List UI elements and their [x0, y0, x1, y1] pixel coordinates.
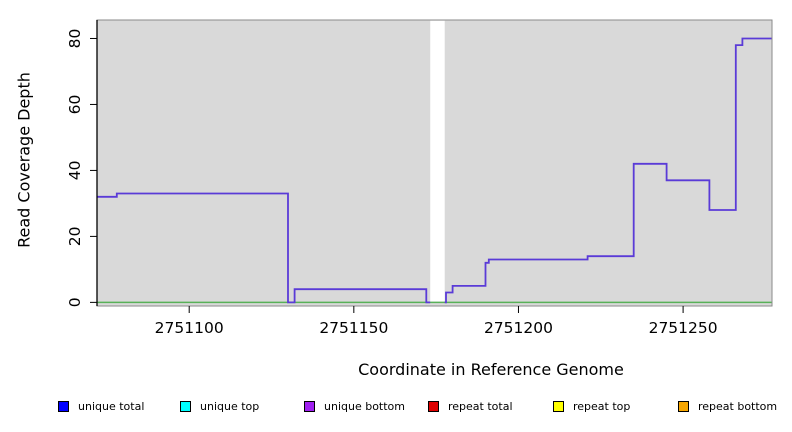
legend-label: repeat top — [573, 399, 631, 413]
legend-label: unique bottom — [324, 399, 406, 413]
legend-item-repeat-top: repeat top — [553, 399, 630, 413]
coverage-step-line — [444, 37, 772, 304]
x-tick-label: 2751100 — [155, 319, 224, 337]
repeat-top-swatch-icon — [553, 400, 564, 412]
y-tick-label: 60 — [66, 95, 84, 115]
unique-top-swatch-icon — [180, 400, 191, 412]
y-tick-label: 40 — [66, 161, 84, 181]
y-tick-label: 0 — [66, 297, 84, 307]
y-tick-label: 20 — [66, 227, 84, 247]
unique-bottom-swatch-icon — [304, 400, 315, 412]
y-axis-title: Read Coverage Depth — [14, 72, 34, 248]
legend-label: repeat total — [448, 399, 513, 413]
x-axis-title: Coordinate in Reference Genome — [358, 360, 624, 379]
x-tick-label: 2751200 — [484, 319, 553, 337]
y-tick-label: 80 — [66, 29, 84, 49]
repeat-total-swatch-icon — [428, 400, 439, 412]
coverage-step-line — [97, 192, 431, 304]
legend-label: repeat bottom — [698, 399, 778, 413]
legend-label: unique top — [200, 399, 260, 413]
unique-total-swatch-icon — [58, 400, 69, 412]
legend-item-unique-top: unique top — [180, 399, 259, 413]
legend-item-unique-bottom: unique bottom — [304, 399, 405, 413]
legend-item-repeat-bottom: repeat bottom — [678, 399, 777, 413]
legend-label: unique total — [78, 399, 145, 413]
legend-item-unique-total: unique total — [58, 399, 144, 413]
x-tick-label: 2751250 — [649, 319, 718, 337]
x-tick-label: 2751150 — [319, 319, 388, 337]
legend-item-repeat-total: repeat total — [428, 399, 513, 413]
repeat-bottom-swatch-icon — [678, 400, 689, 412]
legend: unique total unique top unique bottom re… — [0, 399, 792, 415]
missing-data-gap — [430, 20, 445, 302]
